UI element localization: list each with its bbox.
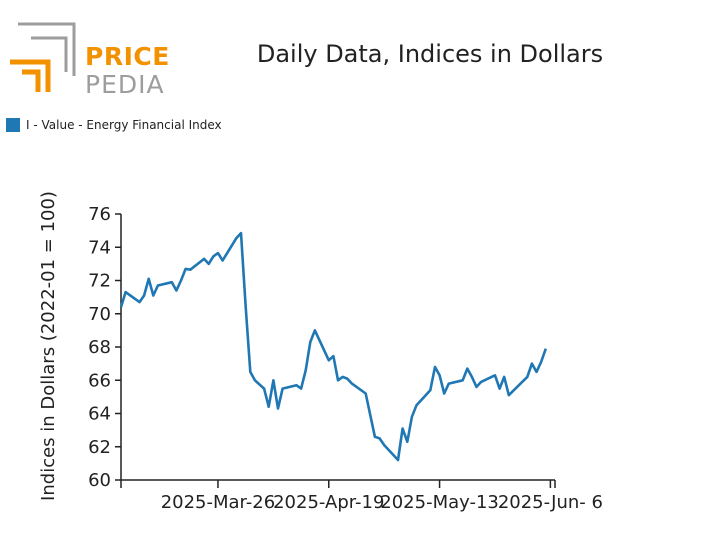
y-axis-ticks: 60 62 64 66 68 70 72 74 76	[88, 204, 121, 491]
legend-label: I - Value - Energy Financial Index	[26, 118, 222, 132]
y-tick-label: 72	[88, 271, 111, 292]
logo-mark-icon	[10, 22, 76, 92]
y-tick-label: 76	[88, 204, 111, 225]
pricepedia-logo: PRICE PEDIA	[6, 20, 169, 99]
legend: I - Value - Energy Financial Index	[6, 118, 222, 132]
y-tick-label: 60	[88, 470, 111, 491]
y-tick-label: 68	[88, 337, 111, 358]
logo-word-price: PRICE	[85, 42, 170, 71]
y-tick-label: 64	[88, 404, 111, 425]
x-tick-label: 2025-Apr-19	[273, 492, 384, 513]
chart-title: Daily Data, Indices in Dollars	[256, 40, 604, 68]
logo-word-pedia: PEDIA	[85, 70, 165, 99]
y-tick-label: 74	[88, 237, 111, 258]
legend-swatch	[6, 118, 20, 132]
axes	[120, 214, 556, 488]
x-axis-ticks: 2025-Mar-262025-Apr-192025-May-132025-Ju…	[161, 480, 603, 513]
y-axis-label: Indices in Dollars (2022-01 = 100)	[38, 191, 59, 501]
y-tick-label: 70	[88, 304, 111, 325]
x-tick-label: 2025-May-13	[380, 492, 499, 513]
series-line	[119, 231, 548, 462]
x-tick-label: 2025-Mar-26	[161, 492, 276, 513]
y-tick-label: 62	[88, 437, 111, 458]
x-tick-label: 2025-Jun- 6	[498, 492, 603, 513]
y-tick-label: 66	[88, 370, 111, 391]
